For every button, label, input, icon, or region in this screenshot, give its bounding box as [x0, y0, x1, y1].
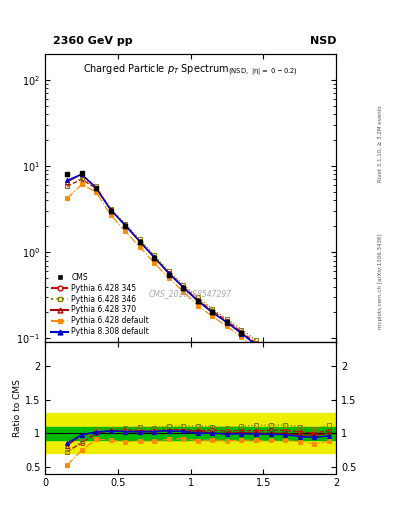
Text: mcplots.cern.ch [arXiv:1306.3436]: mcplots.cern.ch [arXiv:1306.3436] — [378, 234, 383, 329]
Legend: CMS, Pythia 6.428 345, Pythia 6.428 346, Pythia 6.428 370, Pythia 6.428 default,: CMS, Pythia 6.428 345, Pythia 6.428 346,… — [49, 270, 151, 338]
Text: NSD: NSD — [310, 36, 336, 46]
Text: Charged Particle $p_T$ Spectrum$_{\mathregular{(NSD,\ |\eta|=\ 0-0.2)}}$: Charged Particle $p_T$ Spectrum$_{\mathr… — [83, 62, 298, 78]
Text: CMS_2010_S8547297: CMS_2010_S8547297 — [149, 289, 232, 298]
Text: 2360 GeV pp: 2360 GeV pp — [53, 36, 133, 46]
Text: Rivet 3.1.10, ≥ 3.2M events: Rivet 3.1.10, ≥ 3.2M events — [378, 105, 383, 182]
Y-axis label: Ratio to CMS: Ratio to CMS — [13, 379, 22, 437]
